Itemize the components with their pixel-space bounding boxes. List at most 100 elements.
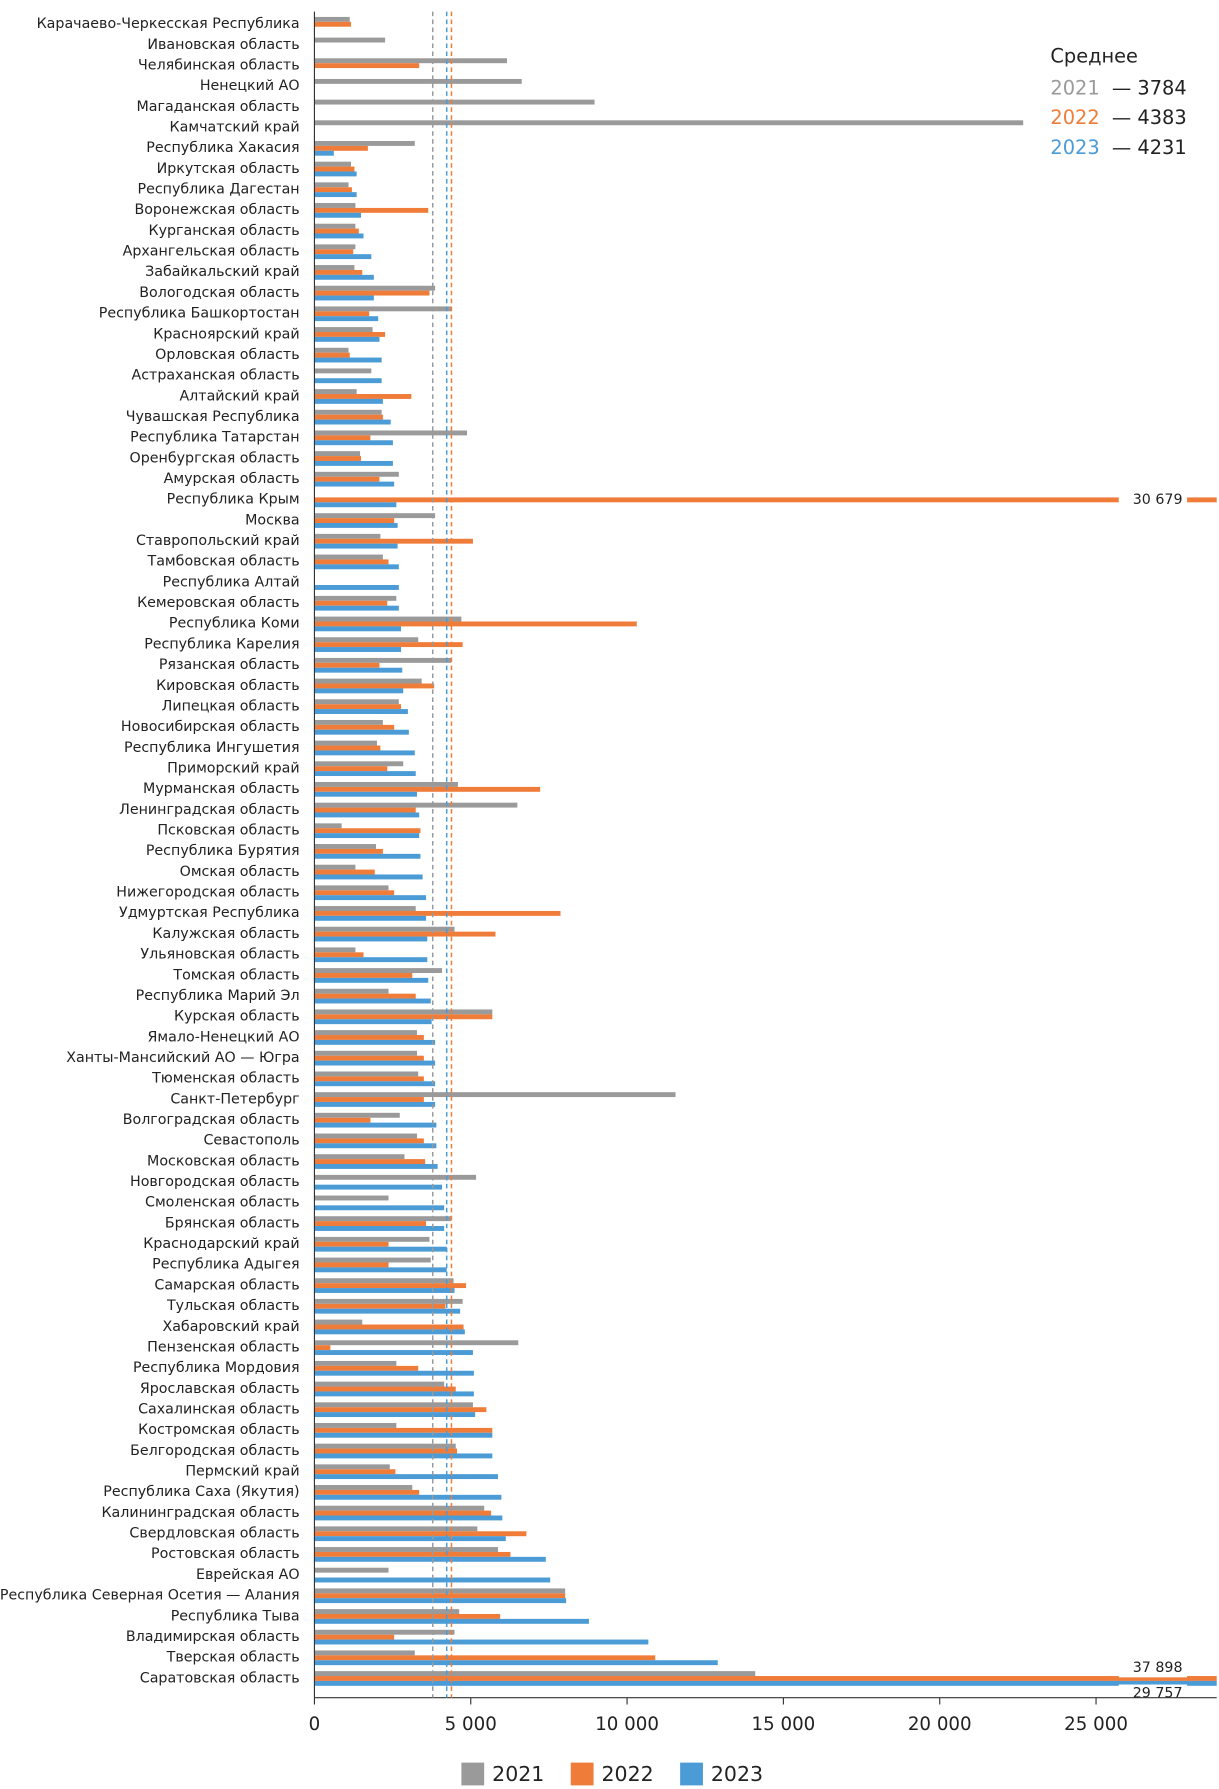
- bar: [314, 729, 409, 735]
- category-label: Тверская область: [166, 1650, 300, 1666]
- bar: [314, 1138, 424, 1144]
- category-label: Воронежская область: [134, 202, 299, 218]
- bar: [314, 864, 356, 870]
- legend-label: 2021: [492, 1762, 544, 1786]
- bar: [314, 327, 373, 332]
- bar: [314, 1391, 474, 1397]
- category-label: Республика Ингушетия: [124, 740, 300, 756]
- category-label: Москва: [245, 512, 300, 528]
- mean-title: Среднее: [1050, 45, 1138, 68]
- category-label: Ненецкий АО: [200, 78, 300, 94]
- category-label: Саратовская область: [140, 1670, 300, 1686]
- bar: [314, 699, 399, 705]
- mean-year: 2022: [1050, 106, 1099, 129]
- bar: [314, 120, 1024, 126]
- mean-value: — 4383: [1112, 106, 1187, 129]
- category-label: Ростовская область: [151, 1546, 300, 1562]
- bar: [314, 223, 356, 229]
- bar: [314, 1030, 417, 1036]
- bar: [314, 471, 399, 477]
- bar: [314, 1014, 493, 1020]
- bar: [314, 1350, 473, 1355]
- legend-swatch: [680, 1762, 703, 1786]
- bar: [314, 265, 355, 270]
- bar: [314, 1195, 389, 1201]
- bar: [314, 1489, 420, 1495]
- bar: [314, 931, 496, 937]
- bar: [314, 1076, 424, 1082]
- bar: [314, 745, 381, 751]
- category-label: Кемеровская область: [137, 595, 300, 611]
- value-label: 30 679: [1133, 492, 1183, 508]
- bar: [314, 910, 561, 916]
- bar: [314, 414, 383, 420]
- bar: [314, 647, 402, 652]
- bar: [314, 812, 420, 818]
- bar: [314, 1676, 1217, 1681]
- bar: [314, 678, 422, 684]
- category-label: Амурская область: [164, 471, 300, 487]
- bar: [314, 1556, 546, 1562]
- category-label: Белгородская область: [130, 1443, 299, 1459]
- bar: [314, 1226, 445, 1231]
- bar: [314, 915, 427, 921]
- value-label: 29 757: [1133, 1686, 1183, 1702]
- bar: [314, 719, 383, 725]
- bar: [314, 977, 429, 983]
- bar: [314, 233, 364, 239]
- category-label: Курская область: [174, 1009, 300, 1025]
- bar: [314, 1671, 756, 1677]
- bar: [314, 1407, 487, 1413]
- bar: [314, 1039, 436, 1045]
- category-label: Мурманская область: [143, 781, 300, 797]
- bar: [314, 1117, 371, 1123]
- category-label: Тульская область: [166, 1298, 300, 1314]
- category-label: Псковская область: [157, 823, 299, 839]
- value-label-bg: [1118, 1659, 1188, 1678]
- bar: [314, 1588, 566, 1594]
- category-label: Новосибирская область: [121, 719, 300, 735]
- category-label: Иркутская область: [157, 161, 300, 177]
- bar: [314, 1050, 417, 1056]
- category-label: Санкт-Петербург: [170, 1091, 299, 1107]
- legend-swatch: [570, 1762, 594, 1786]
- bar: [314, 99, 595, 105]
- bar: [314, 518, 395, 523]
- category-label: Ханты-Мансийский АО — Югра: [66, 1050, 299, 1066]
- bar: [314, 1427, 493, 1433]
- bar: [314, 182, 349, 188]
- bar: [314, 890, 395, 896]
- category-label: Республика Хакасия: [146, 140, 299, 156]
- bar: [314, 249, 354, 255]
- category-label: Орловская область: [155, 347, 299, 363]
- bar: [314, 1531, 527, 1537]
- bar: [314, 409, 382, 415]
- category-label: Республика Тыва: [171, 1608, 300, 1624]
- category-label: Республика Башкортостан: [99, 306, 300, 322]
- bar: [314, 1551, 511, 1557]
- bar: [314, 1133, 417, 1139]
- bar: [314, 1216, 452, 1222]
- bar: [314, 947, 356, 953]
- bar: [314, 1464, 390, 1470]
- bar: [314, 709, 408, 714]
- bar: [314, 1536, 506, 1542]
- bar: [314, 657, 452, 663]
- bar: [314, 993, 416, 999]
- bar: [314, 203, 356, 208]
- bar: [314, 1055, 424, 1061]
- category-label: Архангельская область: [123, 244, 300, 260]
- x-tick-label: 0: [309, 1714, 321, 1735]
- bar: [314, 1577, 551, 1583]
- bar: [314, 766, 388, 772]
- value-label: 37 898: [1133, 1660, 1183, 1676]
- bar: [314, 906, 416, 911]
- bar: [314, 1613, 501, 1619]
- category-label: Вологодская область: [139, 285, 299, 301]
- bar: [314, 389, 357, 395]
- bar: [314, 1246, 447, 1252]
- bar: [314, 740, 377, 746]
- category-label: Республика Дагестан: [138, 182, 300, 198]
- bar: [314, 1092, 676, 1098]
- category-label: Чувашская Республика: [126, 409, 300, 425]
